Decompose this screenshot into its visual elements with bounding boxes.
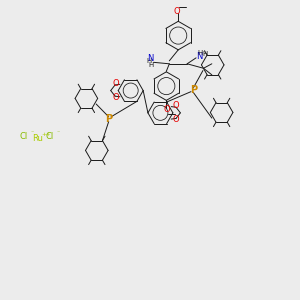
Text: ⁻: ⁻: [30, 132, 34, 137]
Text: N: N: [196, 52, 203, 61]
Text: O: O: [172, 115, 179, 124]
Text: O: O: [173, 7, 180, 16]
Text: H: H: [146, 58, 151, 64]
Text: P: P: [190, 85, 197, 95]
Text: H: H: [197, 50, 202, 56]
Text: Cl: Cl: [46, 132, 54, 141]
Text: O: O: [163, 105, 170, 114]
Text: Cl: Cl: [20, 132, 28, 141]
Text: O: O: [112, 79, 119, 88]
Text: N: N: [147, 54, 154, 63]
Text: Ru: Ru: [32, 134, 44, 143]
Text: ⁻: ⁻: [56, 132, 60, 137]
Text: O: O: [172, 101, 179, 110]
Text: H: H: [148, 62, 154, 68]
Text: ++: ++: [41, 132, 51, 137]
Text: H: H: [202, 51, 208, 57]
Text: P: P: [105, 114, 112, 124]
Text: O: O: [112, 93, 119, 102]
